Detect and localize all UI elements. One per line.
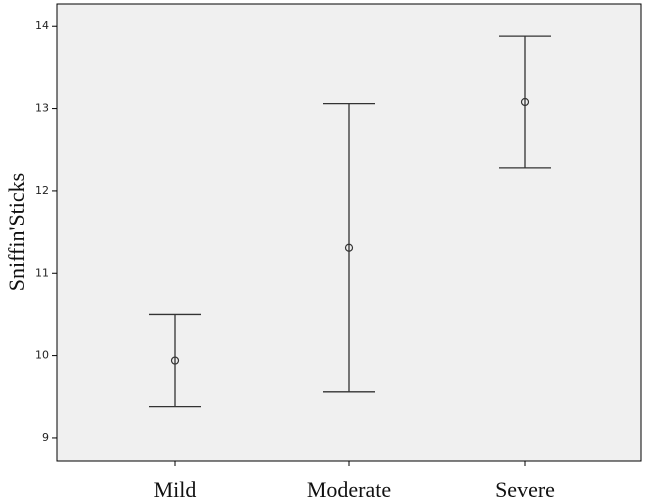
mean-point xyxy=(170,356,180,365)
y-tick-label: 14 xyxy=(35,19,49,32)
y-tick-label: 11 xyxy=(35,266,49,279)
y-tick-label: 10 xyxy=(35,349,49,362)
y-tick-label: 13 xyxy=(35,102,49,115)
x-tick-label: Severe xyxy=(495,477,555,502)
y-axis-label: Sniffin'Sticks xyxy=(4,173,29,291)
y-tick-label: 12 xyxy=(35,184,49,197)
x-tick-label: Moderate xyxy=(307,477,391,502)
mean-point xyxy=(520,97,530,107)
mean-point xyxy=(344,243,354,252)
x-tick-label: Mild xyxy=(154,477,197,502)
y-tick-label: 9 xyxy=(42,431,49,444)
